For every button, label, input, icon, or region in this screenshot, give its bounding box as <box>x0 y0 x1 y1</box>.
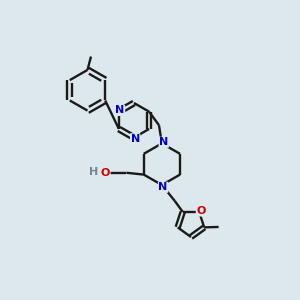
Text: H: H <box>89 167 98 177</box>
Text: N: N <box>130 134 140 144</box>
Text: N: N <box>158 182 168 192</box>
Text: N: N <box>116 106 125 116</box>
Text: O: O <box>196 206 206 216</box>
Text: N: N <box>159 137 168 147</box>
Text: O: O <box>101 168 110 178</box>
